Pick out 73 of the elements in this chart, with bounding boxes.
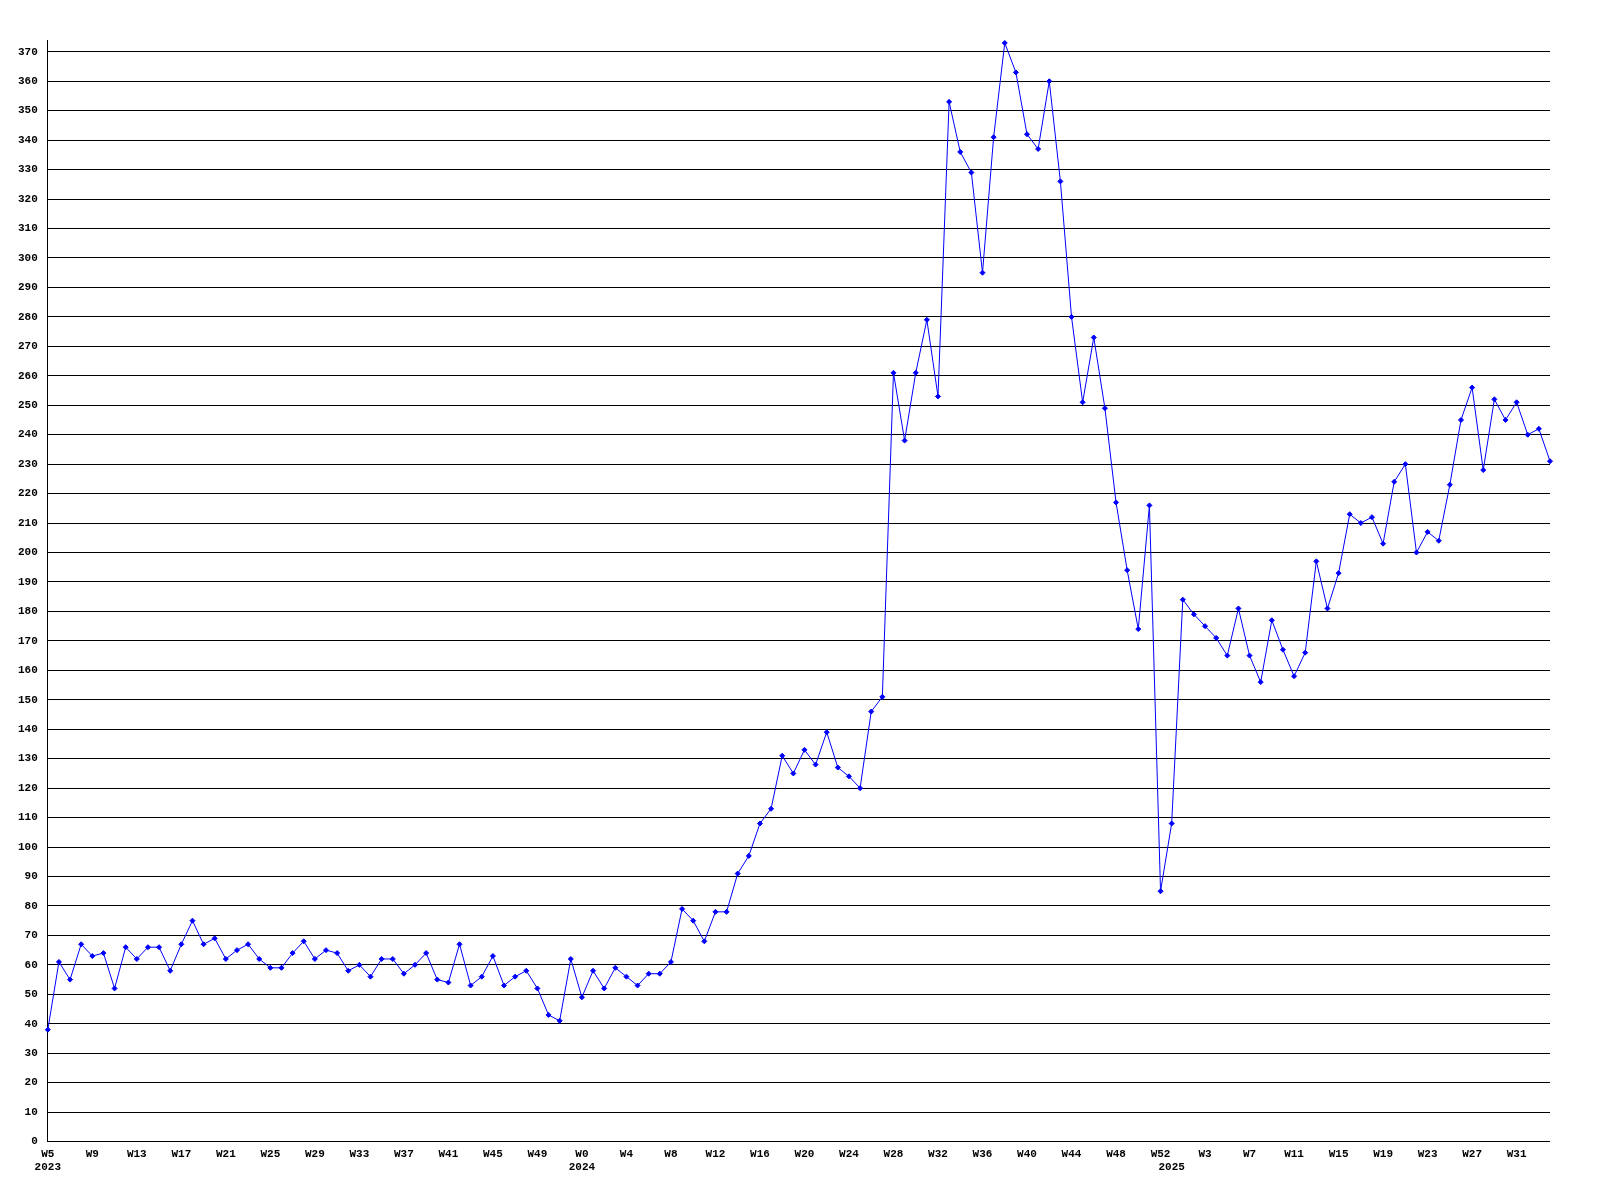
x-tick-label: W28: [883, 1147, 904, 1160]
x-tick-label: W20: [794, 1147, 815, 1160]
x-tick-label: W48: [1106, 1147, 1127, 1160]
x-tick-label: W31: [1506, 1147, 1527, 1160]
y-tick-label: 260: [17, 369, 38, 382]
x-tick-label: W5 2023: [34, 1147, 62, 1174]
x-tick-label: W52: [1150, 1147, 1171, 1160]
y-tick-label: 210: [17, 516, 38, 529]
y-tick-label: 140: [17, 723, 38, 735]
x-tick-label: W29: [304, 1147, 325, 1160]
x-tick-label: W44: [1061, 1147, 1082, 1160]
y-tick-label: 320: [17, 192, 38, 205]
y-tick-label: 220: [17, 487, 38, 500]
y-tick-label: 150: [17, 693, 38, 706]
x-tick-label: W3: [1198, 1147, 1213, 1160]
y-tick-label: 340: [17, 133, 38, 146]
y-tick-label: 90: [24, 870, 38, 883]
y-tick-label: 60: [24, 958, 38, 971]
x-tick-label: W23: [1417, 1147, 1438, 1160]
x-tick-label: W33: [349, 1147, 370, 1160]
y-tick-label: 30: [24, 1047, 38, 1059]
y-tick-label: 120: [17, 781, 38, 794]
x-tick-label: W45: [482, 1147, 504, 1160]
y-tick-label: 280: [17, 310, 38, 323]
y-tick-label: 370: [17, 45, 38, 58]
y-tick-label: 180: [17, 605, 38, 618]
x-tick-label: W13: [126, 1147, 148, 1160]
y-tick-label: 350: [17, 104, 38, 117]
x-tick-label: W24: [839, 1147, 860, 1160]
y-tick-label: 360: [17, 75, 38, 87]
x-tick-label: W41: [438, 1147, 459, 1160]
y-tick-label: 50: [24, 988, 38, 1001]
x-tick-label: W32: [928, 1147, 948, 1160]
y-tick-label: 40: [24, 1017, 38, 1030]
y-tick-label: 160: [17, 664, 38, 677]
y-tick-label: 0: [31, 1135, 38, 1148]
y-tick-label: 230: [17, 457, 38, 470]
y-tick-label: 110: [17, 811, 38, 824]
y-tick-label: 290: [17, 281, 38, 294]
x-tick-label: W49: [527, 1147, 548, 1160]
y-tick-label: 200: [17, 546, 38, 559]
x-tick-label: W36: [972, 1147, 993, 1160]
x-tick-label: W27: [1462, 1147, 1483, 1160]
y-tick-label: 300: [17, 251, 38, 264]
y-tick-label: 10: [24, 1105, 38, 1118]
y-tick-label: 100: [17, 840, 38, 853]
x-tick-label: W37: [393, 1147, 414, 1160]
x-tick-label: W17: [171, 1147, 192, 1160]
x-tick-label: W15: [1328, 1147, 1349, 1160]
y-tick-label: 310: [17, 222, 38, 235]
y-tick-label: 130: [17, 752, 38, 765]
x-tick-label: W40: [1017, 1147, 1037, 1160]
x-tick-label: 2025: [1158, 1161, 1186, 1174]
x-tick-label: W0 2024: [568, 1147, 596, 1174]
y-tick-label: 70: [24, 929, 38, 942]
x-tick-label: W11: [1284, 1147, 1305, 1160]
x-tick-label: W12: [705, 1147, 726, 1160]
y-tick-label: 250: [17, 399, 38, 411]
x-tick-label: W9: [85, 1147, 99, 1160]
x-tick-label: W25: [260, 1147, 281, 1160]
x-tick-label: W8: [664, 1147, 678, 1160]
x-tick-label: W4: [619, 1147, 634, 1160]
y-tick-label: 170: [17, 634, 38, 647]
y-tick-label: 330: [17, 163, 38, 176]
y-tick-label: 190: [17, 575, 38, 588]
y-tick-label: 240: [17, 428, 38, 441]
y-tick-label: 270: [17, 340, 38, 353]
y-tick-label: 20: [24, 1076, 38, 1089]
x-tick-label: W21: [215, 1147, 237, 1160]
x-tick-label: W7: [1242, 1147, 1257, 1160]
x-tick-label: W19: [1373, 1147, 1393, 1160]
x-tick-label: W16: [750, 1147, 770, 1160]
y-tick-label: 80: [24, 899, 38, 912]
